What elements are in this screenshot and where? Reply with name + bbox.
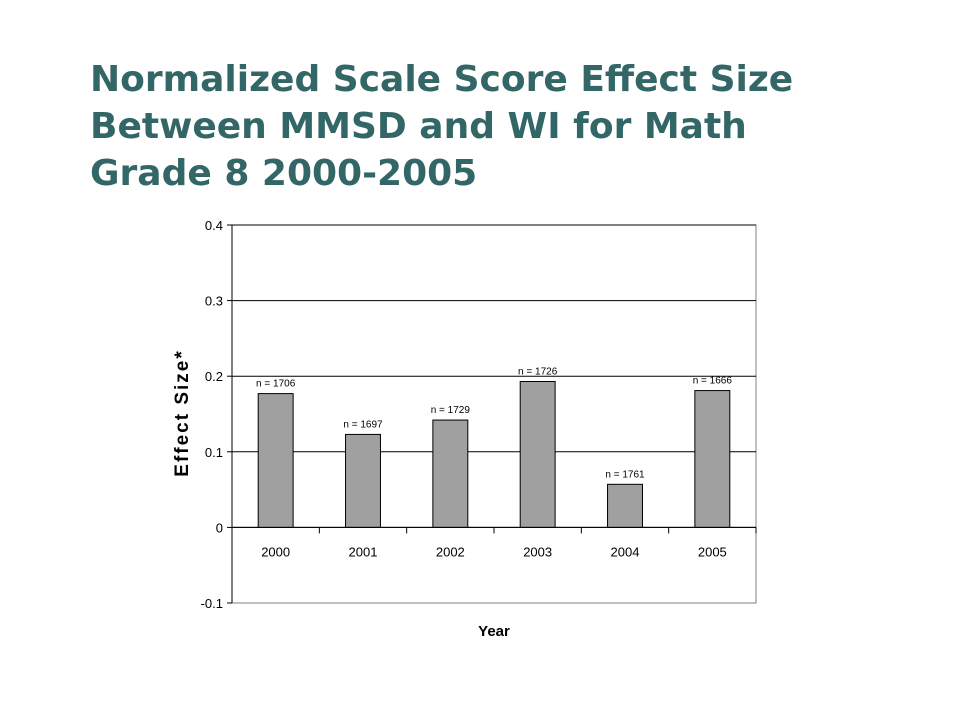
x-tick-label-2002: 2002 xyxy=(436,544,465,559)
bar-2003 xyxy=(519,380,556,528)
data-label-2004: n = 1761 xyxy=(605,469,645,480)
bars xyxy=(257,380,731,528)
y-axis-title: Effect Size* xyxy=(172,349,193,476)
data-label-2002: n = 1729 xyxy=(431,405,471,416)
bar-2005 xyxy=(694,390,731,528)
x-tick-label-2004: 2004 xyxy=(611,544,640,559)
bar-2000 xyxy=(257,393,294,528)
bar-2002 xyxy=(432,419,469,528)
y-tick-label: 0.3 xyxy=(205,294,223,309)
slide-title-line-3: Grade 8 2000-2005 xyxy=(90,153,478,194)
y-tick-label: -0.1 xyxy=(201,596,223,611)
data-label-2005: n = 1666 xyxy=(693,376,733,387)
slide-title: Normalized Scale Score Effect Size Betwe… xyxy=(90,56,910,197)
y-tick-label: 0.1 xyxy=(205,445,223,460)
x-tick-label-2005: 2005 xyxy=(698,544,727,559)
x-axis-title: Year xyxy=(478,623,510,640)
x-tick-label-2000: 2000 xyxy=(261,544,290,559)
y-tick-label: 0.2 xyxy=(205,369,223,384)
axes: -0.1 0 0.1 0.2 0.3 0.4 2000 2001 2002 2003 2004 200… xyxy=(201,218,757,611)
data-label-2001: n = 1697 xyxy=(343,419,383,430)
y-tick-label: 0.4 xyxy=(205,218,223,233)
x-tick-label-2003: 2003 xyxy=(523,544,552,559)
slide-title-line-2: Between MMSD and WI for Math xyxy=(90,106,747,147)
plot-area-frame xyxy=(231,224,757,604)
data-label-2003: n = 1726 xyxy=(518,366,558,377)
data-label-2000: n = 1706 xyxy=(256,379,296,390)
bar-2004 xyxy=(607,483,643,528)
y-tick-label: 0 xyxy=(216,520,223,535)
x-tick-label-2001: 2001 xyxy=(349,544,378,559)
gridlines xyxy=(231,224,757,604)
slide-title-line-1: Normalized Scale Score Effect Size xyxy=(90,59,794,100)
bar-2001 xyxy=(345,433,381,528)
data-labels: n = 1706 n = 1697 n = 1729 n = 1726 n = 1761… xyxy=(256,366,732,480)
